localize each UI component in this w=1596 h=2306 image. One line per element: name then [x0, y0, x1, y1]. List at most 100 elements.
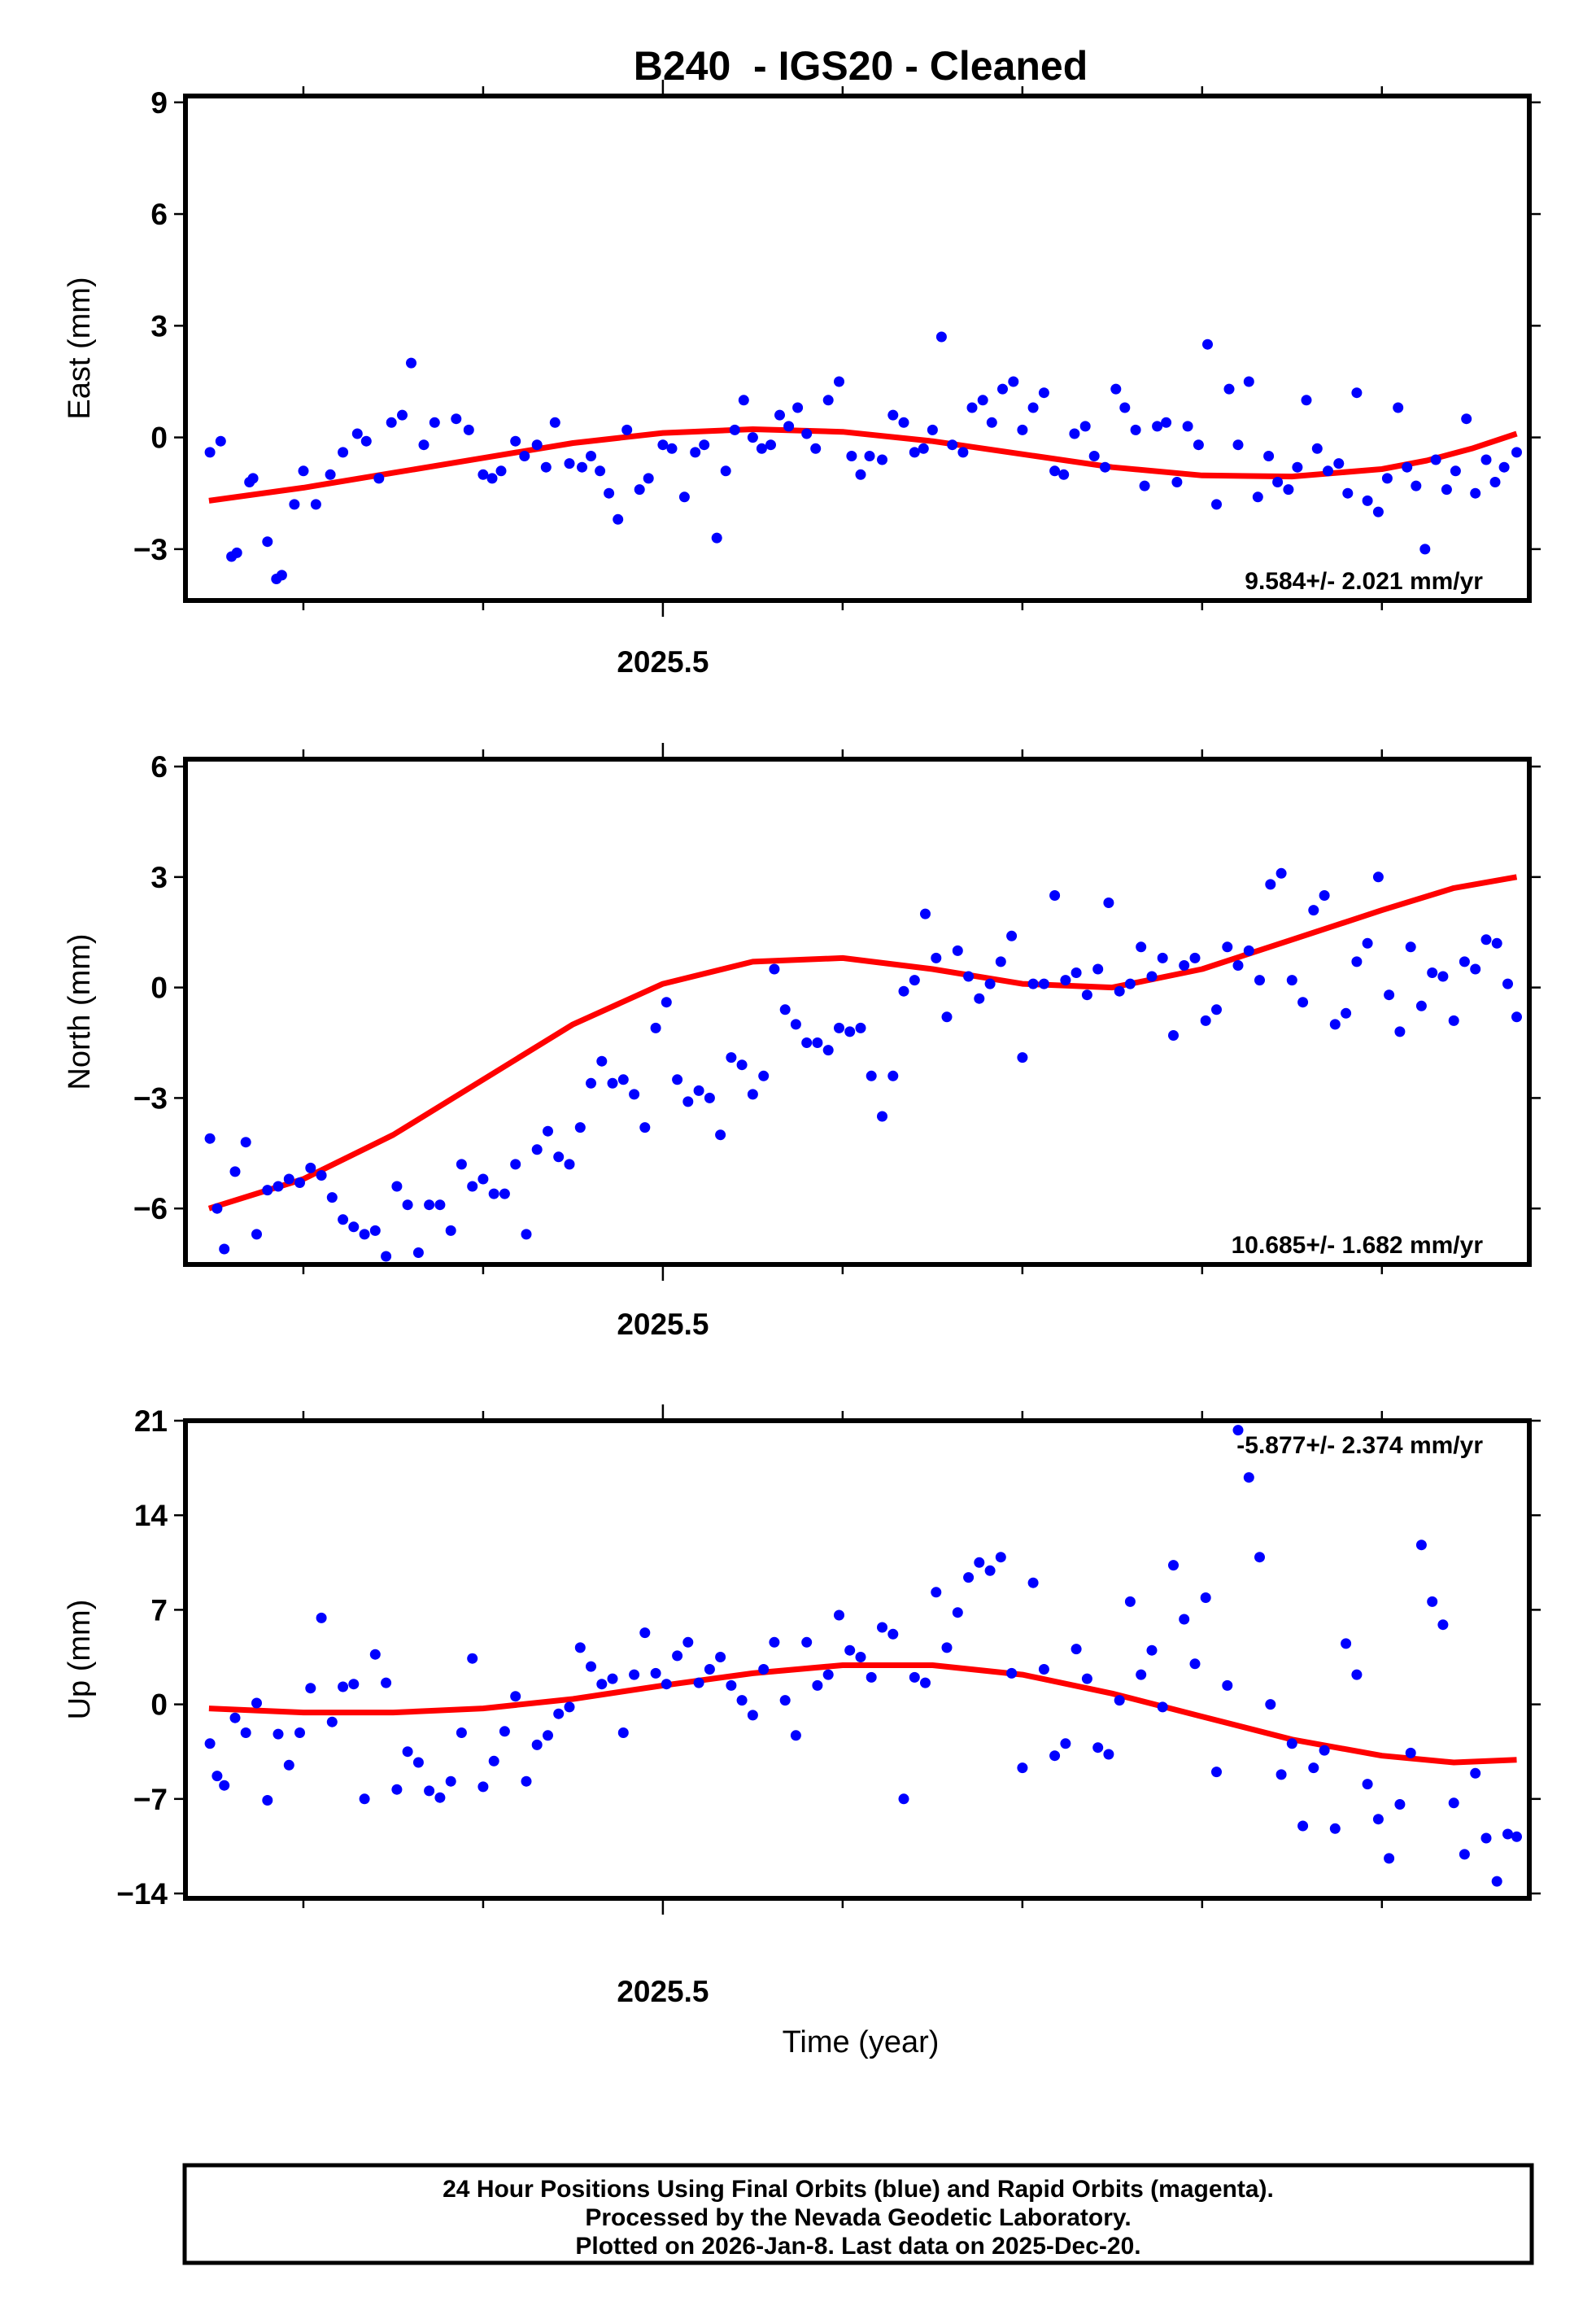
east-x-tick-label: 2025.5	[617, 645, 709, 679]
up-fit-line	[208, 1662, 1517, 1766]
east-data-point	[1027, 402, 1039, 413]
east-data-point	[215, 435, 226, 447]
north-data-point	[564, 1159, 575, 1170]
north-data-point	[204, 1133, 216, 1144]
north-data-point	[1060, 975, 1071, 986]
up-data-point	[553, 1708, 565, 1719]
east-data-point	[262, 536, 273, 548]
up-data-point	[726, 1679, 737, 1691]
north-y-tick-label: 6	[150, 750, 168, 784]
north-data-point	[1265, 879, 1276, 890]
up-data-point	[1027, 1577, 1039, 1588]
north-data-point	[510, 1159, 521, 1170]
north-data-point	[412, 1247, 424, 1258]
up-data-point	[931, 1587, 942, 1598]
east-data-point	[1411, 480, 1422, 491]
up-data-point	[204, 1738, 216, 1749]
north-data-point	[1006, 930, 1018, 941]
up-data-point	[1243, 1472, 1254, 1483]
up-data-point	[283, 1759, 294, 1771]
up-data-point	[1372, 1814, 1384, 1825]
north-data-point	[326, 1192, 338, 1203]
north-data-point	[1275, 867, 1287, 879]
up-data-point	[305, 1683, 316, 1694]
north-data-point	[866, 1070, 877, 1081]
up-data-point	[682, 1636, 694, 1648]
up-data-point	[391, 1784, 403, 1795]
east-y-tick-label: 0	[150, 421, 168, 455]
north-data-point	[1405, 941, 1416, 953]
east-data-point	[418, 439, 430, 451]
up-data-point	[381, 1677, 392, 1688]
up-data-point	[898, 1793, 909, 1805]
east-data-point	[1223, 383, 1235, 395]
east-data-point	[1301, 395, 1312, 406]
east-data-point	[957, 447, 969, 458]
north-data-point	[650, 1022, 661, 1033]
east-data-point	[822, 395, 834, 406]
east-data-point	[1161, 417, 1172, 428]
up-data-point	[1006, 1667, 1018, 1679]
north-data-point	[1502, 978, 1513, 989]
up-data-point	[1362, 1779, 1373, 1790]
east-data-point	[604, 487, 615, 499]
up-data-point	[543, 1730, 553, 1741]
east-data-point	[549, 417, 560, 428]
up-data-point	[1427, 1596, 1438, 1607]
north-data-point	[963, 971, 975, 982]
up-data-point	[866, 1671, 877, 1683]
north-velocity-label: 10.685+/- 1.682 mm/yr	[1232, 1232, 1484, 1259]
north-data-point	[1297, 997, 1309, 1008]
east-data-point	[1182, 421, 1193, 432]
east-data-point	[289, 499, 300, 510]
up-data-point	[326, 1716, 338, 1727]
north-data-point	[1200, 1015, 1211, 1026]
north-data-point	[790, 1019, 801, 1030]
east-data-point	[1441, 484, 1452, 496]
up-data-point	[974, 1557, 985, 1568]
east-data-point	[1058, 469, 1070, 480]
up-data-point	[629, 1669, 640, 1680]
east-data-point	[947, 439, 958, 451]
east-data-point	[810, 443, 822, 454]
north-data-point	[219, 1243, 230, 1255]
east-data-point	[595, 465, 606, 477]
north-data-point	[1092, 963, 1104, 975]
up-data-point	[779, 1695, 791, 1706]
up-data-point	[1437, 1619, 1449, 1631]
east-data-point	[1202, 338, 1213, 350]
east-data-point	[577, 461, 587, 473]
up-data-point	[531, 1739, 543, 1750]
east-data-point	[1402, 461, 1413, 473]
north-data-point	[477, 1173, 489, 1185]
up-data-point	[359, 1793, 370, 1805]
north-y-tick-label: 0	[150, 972, 168, 1005]
north-panel: 6 3 0 −3 −6 2025.5 North (mm) 10.685+/- 1.682 m…	[63, 743, 1541, 1341]
north-data-point	[1103, 898, 1114, 908]
north-data-point	[543, 1125, 553, 1137]
up-data-point	[477, 1781, 489, 1793]
east-data-point	[887, 409, 899, 421]
east-data-point	[540, 461, 552, 473]
up-data-point	[1351, 1669, 1363, 1680]
north-data-point	[1319, 890, 1330, 901]
up-data-point	[521, 1775, 532, 1787]
north-data-point	[369, 1225, 381, 1236]
east-data-point	[204, 447, 216, 458]
north-y-tick-label: 3	[150, 861, 168, 894]
chart-title: B240 - IGS20 - Cleaned	[634, 43, 1088, 89]
east-data-point	[877, 454, 887, 465]
up-data-point	[1415, 1540, 1427, 1551]
north-data-point	[1362, 937, 1373, 949]
east-data-point	[1393, 402, 1404, 413]
up-data-point	[769, 1636, 780, 1648]
up-y-tick-label: 14	[134, 1499, 168, 1532]
east-data-point	[756, 443, 767, 454]
north-data-point	[316, 1170, 327, 1181]
up-data-point	[586, 1661, 596, 1672]
north-data-point	[844, 1026, 856, 1037]
up-data-point	[1211, 1767, 1222, 1778]
north-data-point	[736, 1059, 748, 1071]
north-data-point	[920, 908, 931, 919]
up-data-point	[229, 1712, 241, 1723]
